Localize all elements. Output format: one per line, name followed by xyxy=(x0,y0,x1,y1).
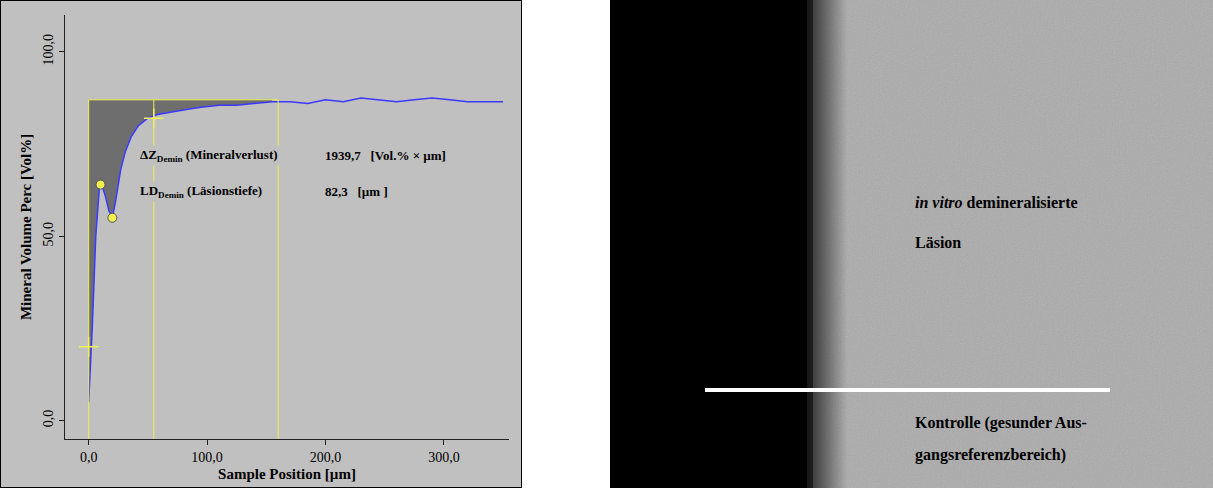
svg-text:0,0: 0,0 xyxy=(80,450,98,465)
svg-text:Kontrolle (gesunder Aus-: Kontrolle (gesunder Aus- xyxy=(915,414,1087,432)
svg-text:300,0: 300,0 xyxy=(428,450,460,465)
svg-text:100,0: 100,0 xyxy=(41,34,56,66)
svg-text:LD​Demin​ (Läsionstiefe): LD​Demin​ (Läsionstiefe) xyxy=(140,183,262,200)
svg-text:200,0: 200,0 xyxy=(310,450,342,465)
svg-text:82,3 [µm ]: 82,3 [µm ] xyxy=(325,184,388,199)
svg-text:0,0: 0,0 xyxy=(41,410,56,428)
svg-text:gangsreferenzbereich): gangsreferenzbereich) xyxy=(915,446,1066,464)
svg-text:ΔZ​Demin​ (Mineralverlust): ΔZ​Demin​ (Mineralverlust) xyxy=(140,147,278,164)
svg-text:Sample Position [µm]: Sample Position [µm] xyxy=(218,466,356,482)
svg-text:Mineral Volume Perc [Vol%]: Mineral Volume Perc [Vol%] xyxy=(18,134,34,320)
svg-text:100,0: 100,0 xyxy=(191,450,223,465)
svg-text:1939,7 [Vol.% × µm]: 1939,7 [Vol.% × µm] xyxy=(325,148,446,163)
svg-text:50,0: 50,0 xyxy=(41,222,56,247)
svg-text:Läsion: Läsion xyxy=(915,234,961,251)
svg-text:in vitro demineralisierte: in vitro demineralisierte xyxy=(915,194,1078,211)
